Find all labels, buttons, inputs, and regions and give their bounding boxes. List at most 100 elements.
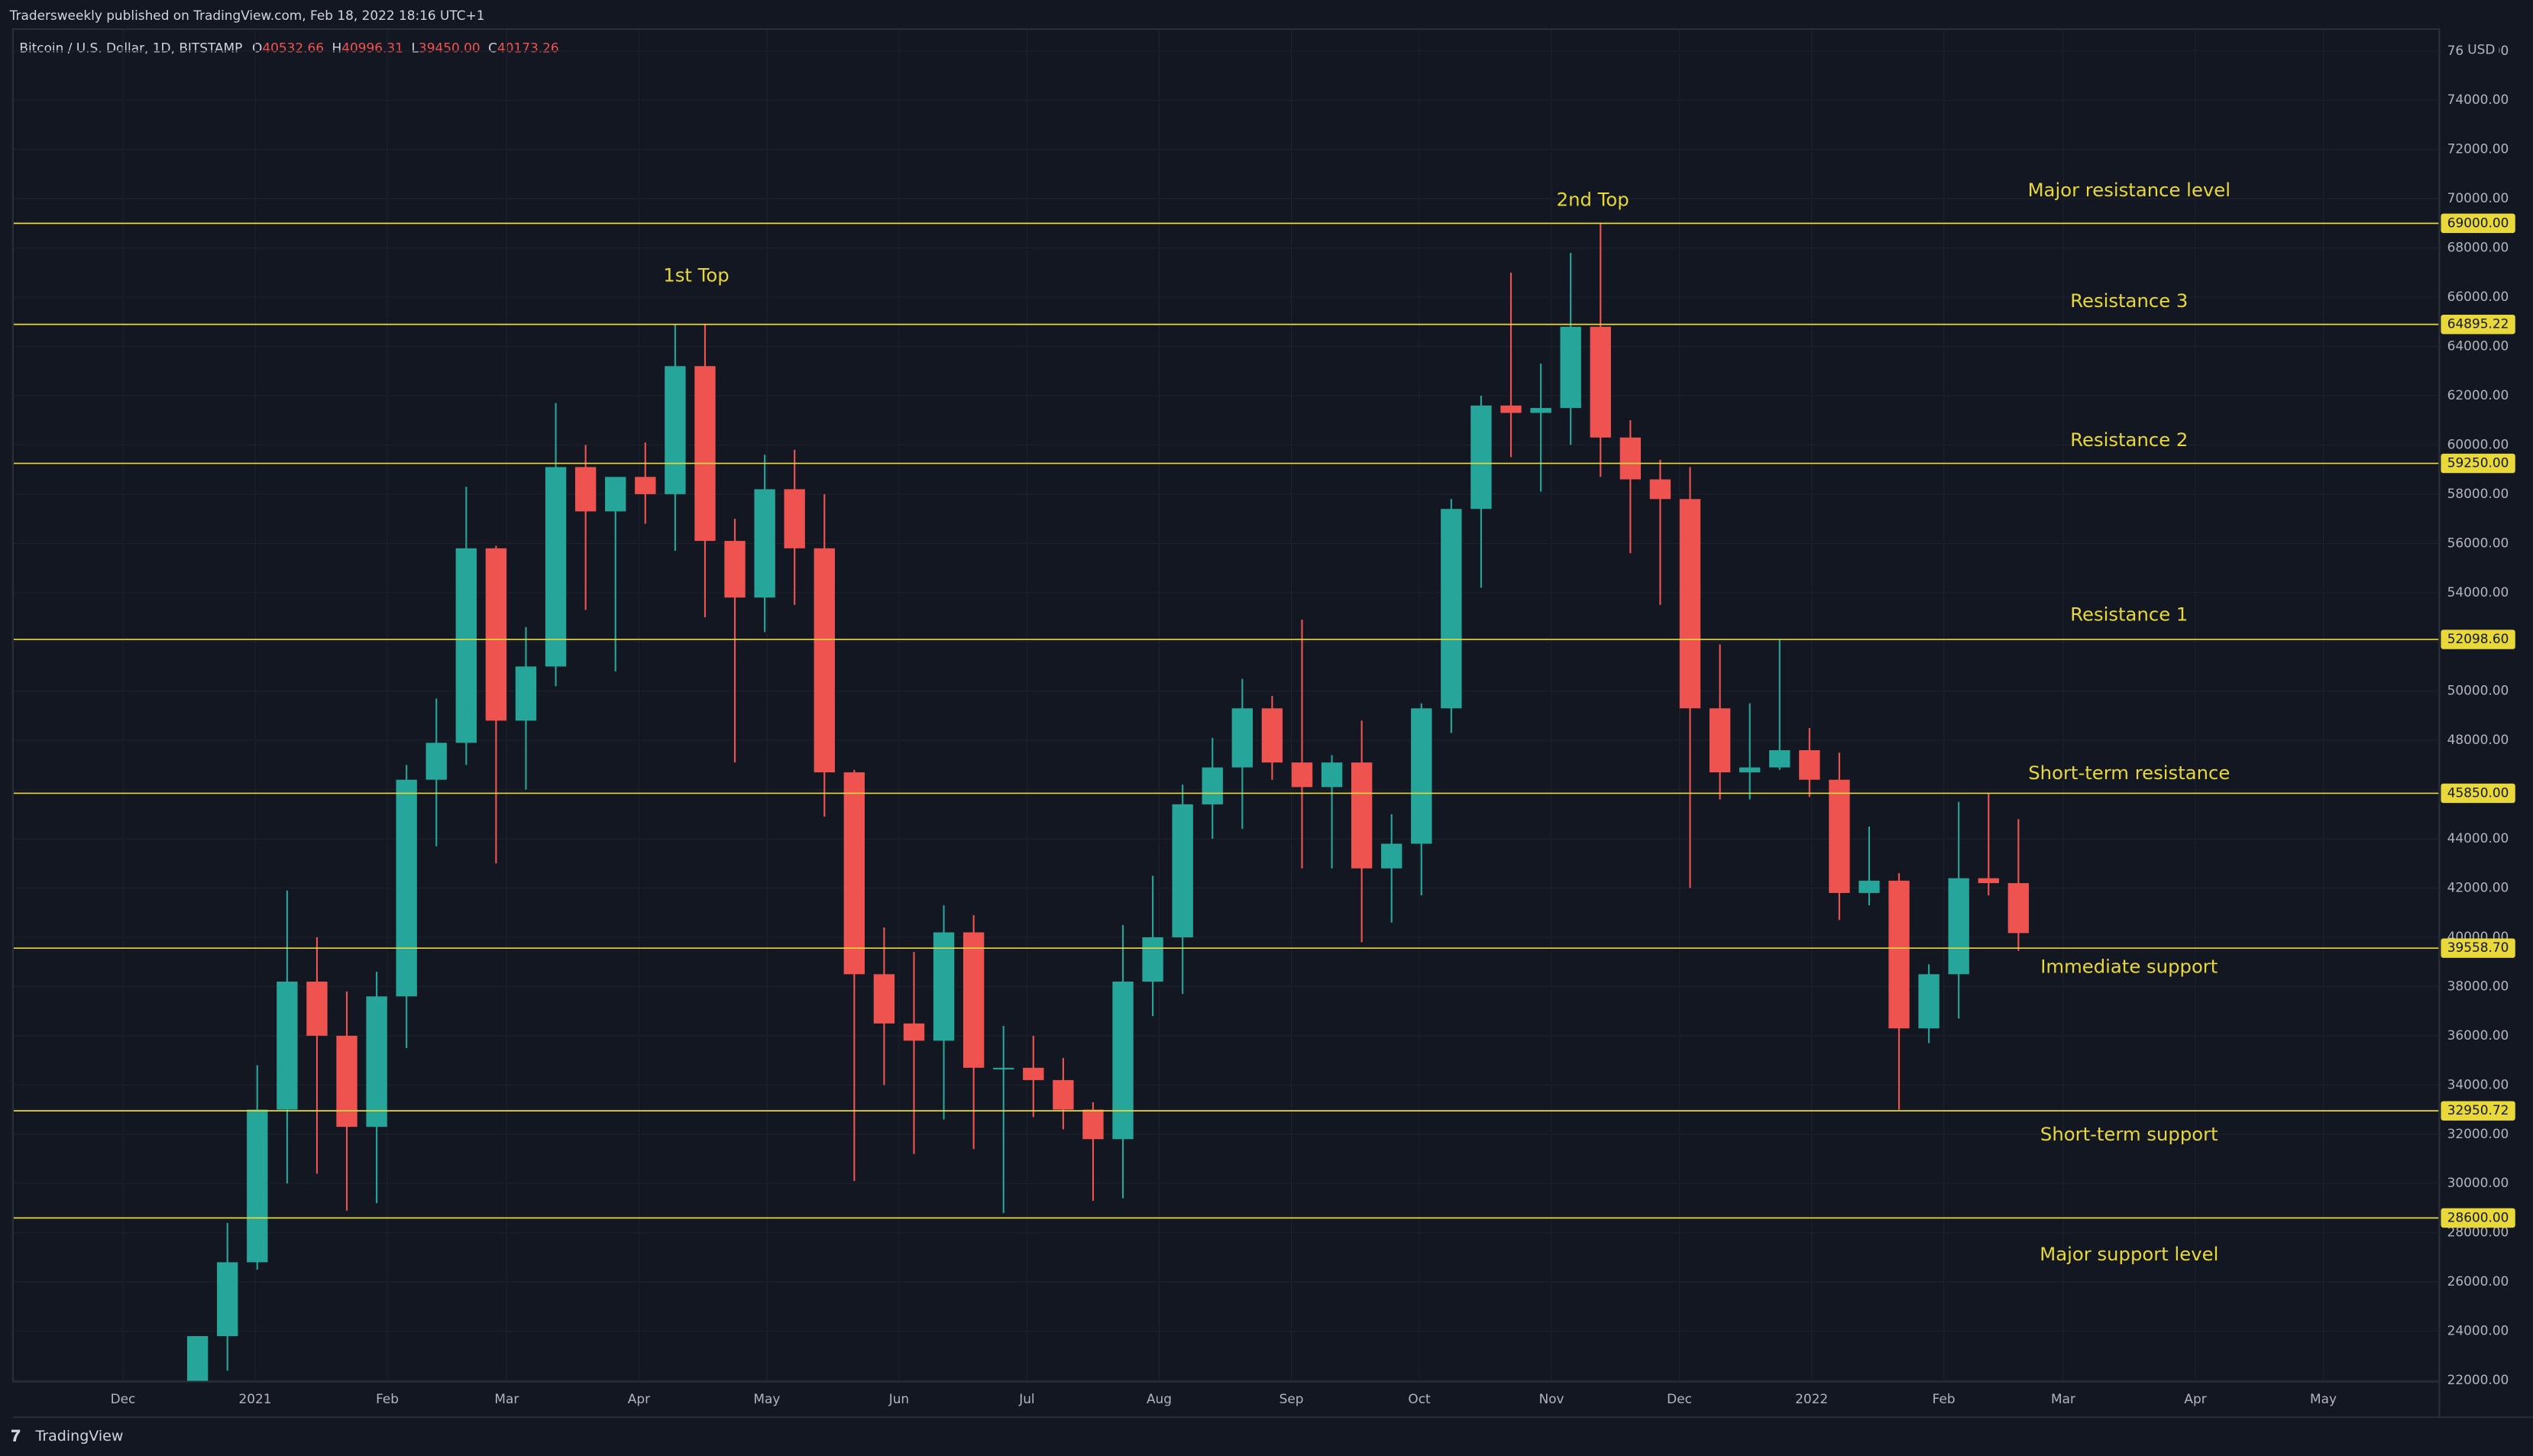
currency-box	[2463, 38, 2499, 60]
legend: Bitcoin / U.S. Dollar, 1D, BITSTAMP O 4053…	[19, 40, 558, 55]
candle-body	[843, 772, 865, 975]
candle-body	[903, 1023, 925, 1041]
y-tick-label: 22000.00	[2447, 1372, 2509, 1387]
x-tick-label: Feb	[376, 1391, 399, 1406]
candle-body	[336, 1035, 357, 1128]
candle-body	[784, 489, 805, 548]
level-price-box	[2441, 453, 2515, 474]
candle-body	[186, 1336, 209, 1382]
candle-body	[933, 932, 955, 1041]
candle-body	[635, 477, 656, 494]
candle-body	[1530, 408, 1551, 413]
x-tick-label: Aug	[1147, 1391, 1172, 1406]
ohlc-key: L	[412, 40, 419, 55]
candle-body	[366, 996, 387, 1128]
y-tick-label: 26000.00	[2447, 1273, 2509, 1289]
x-tick-label: Sep	[1279, 1391, 1304, 1406]
candle-body	[1590, 326, 1611, 438]
candle-body	[515, 666, 537, 721]
y-tick-label: 64000.00	[2447, 338, 2509, 353]
candle-body	[1172, 804, 1193, 937]
y-tick-label: 30000.00	[2447, 1175, 2509, 1190]
y-tick-label: 68000.00	[2447, 240, 2509, 255]
candle-body	[1142, 937, 1163, 982]
level-price-box	[2441, 1101, 2515, 1121]
candle-body	[1859, 880, 1880, 893]
x-tick-label: Apr	[628, 1391, 650, 1406]
candle-body	[1023, 1067, 1044, 1080]
y-tick-label: 74000.00	[2447, 92, 2509, 107]
x-tick-label: Dec	[111, 1391, 136, 1406]
candle-body	[1918, 974, 1939, 1029]
candle-body	[1739, 767, 1761, 773]
x-tick-label: Jul	[1018, 1391, 1034, 1406]
candle-body	[962, 932, 985, 1068]
candle-body	[1709, 708, 1731, 773]
brand: TradingView	[35, 1428, 124, 1445]
candle-body	[1799, 750, 1820, 780]
level-name: Major resistance level	[2028, 179, 2231, 201]
y-tick-label: 60000.00	[2447, 436, 2509, 451]
y-tick-label: 36000.00	[2447, 1027, 2509, 1043]
level-price-label: 28600.00	[2447, 1209, 2509, 1225]
level-price-box	[2441, 213, 2515, 234]
candle-body	[1619, 437, 1642, 480]
y-tick-label: 48000.00	[2447, 732, 2509, 747]
y-tick-label: 28000.00	[2447, 1225, 2509, 1240]
level-price-label: 45850.00	[2447, 785, 2509, 800]
candle-body	[277, 981, 298, 1110]
candle-body	[1649, 479, 1671, 500]
candle-body	[1470, 405, 1492, 510]
level-name: Resistance 2	[2070, 429, 2188, 451]
candle-body	[396, 779, 417, 997]
level-price-box	[2441, 783, 2515, 804]
candle-body	[873, 974, 895, 1024]
x-tick-label: Mar	[494, 1391, 519, 1406]
candle-body	[694, 366, 716, 542]
ohlc-value: 40996.31	[341, 40, 403, 55]
candle-body	[1978, 878, 1999, 884]
plot	[12, 222, 2440, 1382]
level-name: Short-term resistance	[2028, 762, 2230, 784]
y-tick-label: 58000.00	[2447, 486, 2509, 501]
x-tick-label: May	[753, 1391, 780, 1406]
x-tick-label: Nov	[1539, 1391, 1564, 1406]
candle-body	[754, 489, 775, 598]
candle-body	[1829, 779, 1850, 893]
candle-body	[1053, 1079, 1074, 1110]
y-tick-label: 38000.00	[2447, 978, 2509, 993]
candle-body	[1560, 326, 1581, 409]
grid	[12, 29, 2440, 1382]
candle-body	[993, 1067, 1014, 1069]
candle-body	[306, 981, 328, 1036]
candle-body	[1769, 750, 1791, 768]
candle-body	[605, 477, 626, 512]
ohlc-key: O	[252, 40, 262, 55]
candle-body	[1082, 1109, 1104, 1140]
candle-body	[247, 1109, 268, 1263]
ohlc-key: H	[332, 40, 342, 55]
annotation: 1st Top	[663, 264, 729, 286]
candle-body	[1261, 708, 1283, 763]
candle-body	[1411, 708, 1432, 844]
y-tick-label: 72000.00	[2447, 141, 2509, 157]
x-tick-label: Oct	[1408, 1391, 1431, 1406]
level-price-label: 59250.00	[2447, 455, 2509, 471]
level-price-box	[2441, 314, 2515, 335]
candle-body	[1381, 843, 1402, 869]
candle-body	[724, 541, 746, 598]
x-tick-label: Mar	[2051, 1391, 2075, 1406]
candle-body	[2007, 883, 2030, 933]
candle-body	[455, 548, 477, 743]
candle-body	[814, 548, 835, 773]
candle-body	[485, 548, 507, 721]
x-tick-label: 2022	[1795, 1391, 1828, 1406]
level-price-label: 39558.70	[2447, 940, 2509, 955]
logo-mark: 𝟕	[11, 1426, 21, 1445]
candle-body	[545, 467, 567, 667]
x-tick-label: Feb	[1933, 1391, 1956, 1406]
level-name: Immediate support	[2040, 956, 2218, 978]
level-price-label: 32950.72	[2447, 1102, 2509, 1118]
ohlc-value: 40173.26	[497, 40, 559, 55]
